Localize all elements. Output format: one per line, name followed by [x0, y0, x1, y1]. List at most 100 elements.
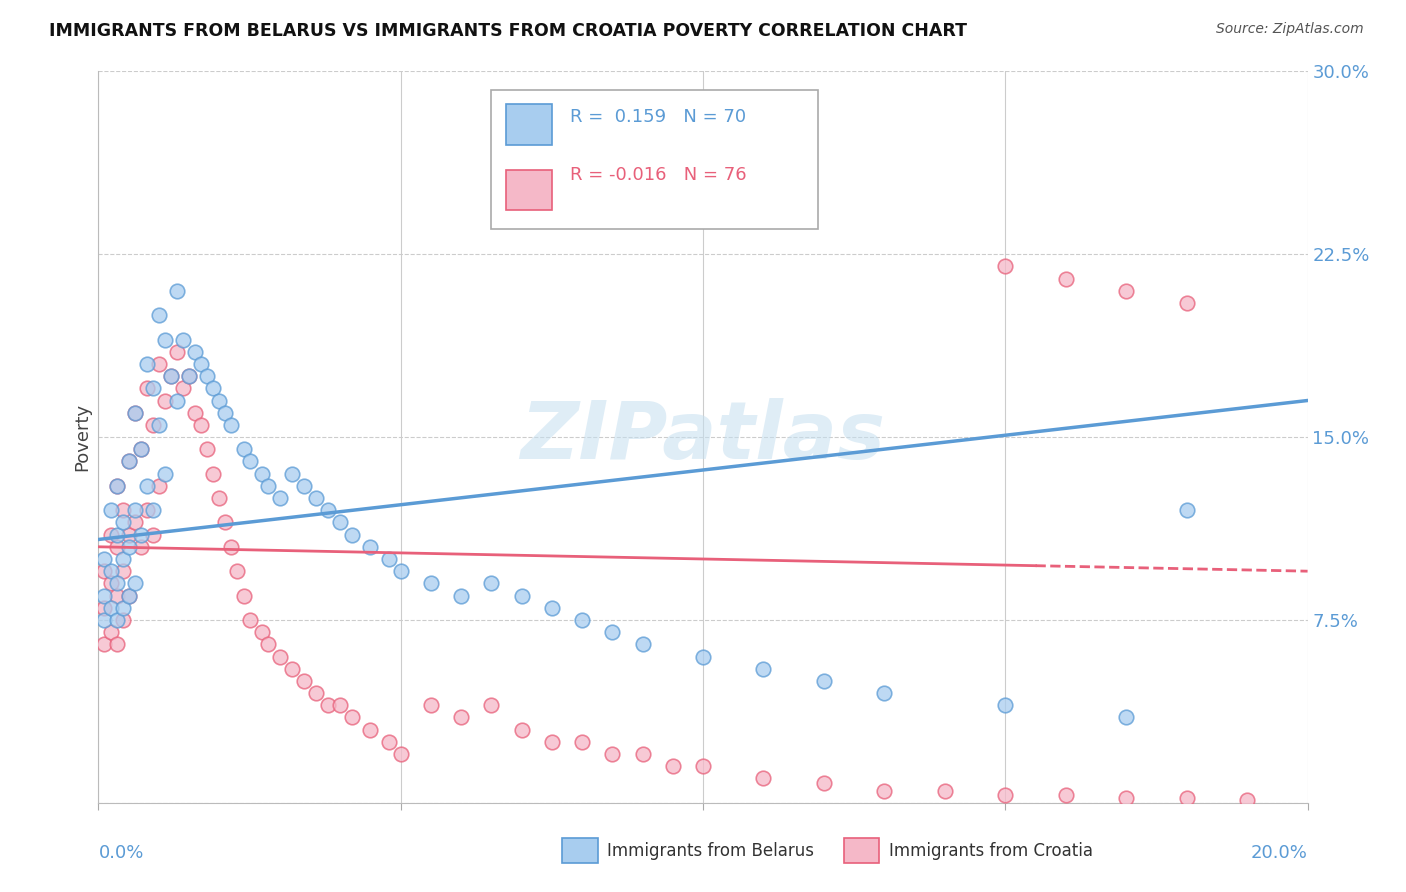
Point — [100, 527, 122, 541]
Point — [389, 747, 412, 761]
Point — [239, 613, 262, 627]
Point — [232, 442, 254, 457]
Point — [160, 369, 183, 384]
Point — [118, 454, 141, 468]
Point — [661, 759, 683, 773]
Point — [118, 527, 141, 541]
Point — [420, 576, 443, 591]
Point — [100, 564, 122, 578]
Point — [571, 613, 593, 627]
Point — [111, 503, 134, 517]
Point — [190, 357, 212, 371]
Point — [100, 600, 122, 615]
Text: Immigrants from Belarus: Immigrants from Belarus — [607, 842, 814, 860]
FancyBboxPatch shape — [506, 170, 551, 211]
Point — [481, 698, 503, 713]
Point — [129, 442, 152, 457]
Point — [135, 381, 157, 395]
Point — [360, 540, 382, 554]
Point — [256, 637, 278, 651]
Point — [153, 393, 176, 408]
Point — [202, 381, 225, 395]
Point — [250, 467, 273, 481]
Point — [226, 564, 249, 578]
Point — [179, 369, 201, 384]
Point — [105, 479, 128, 493]
Point — [305, 686, 328, 700]
Point — [510, 589, 533, 603]
Point — [1115, 791, 1137, 805]
Point — [105, 479, 128, 493]
Point — [420, 698, 443, 713]
Point — [602, 625, 624, 640]
Point — [1236, 793, 1258, 807]
Point — [100, 576, 122, 591]
Point — [124, 503, 146, 517]
Point — [208, 491, 231, 505]
Point — [281, 662, 304, 676]
Point — [1175, 503, 1198, 517]
Point — [1054, 271, 1077, 285]
Point — [105, 589, 128, 603]
Point — [214, 406, 236, 420]
Point — [111, 516, 134, 530]
Point — [450, 589, 472, 603]
Point — [571, 735, 593, 749]
Point — [195, 442, 218, 457]
Text: ZIPatlas: ZIPatlas — [520, 398, 886, 476]
Point — [118, 589, 141, 603]
Point — [93, 613, 115, 627]
Point — [202, 467, 225, 481]
Point — [813, 776, 835, 790]
Point — [172, 333, 194, 347]
Point — [292, 479, 315, 493]
Point — [813, 673, 835, 688]
Point — [153, 333, 176, 347]
Point — [239, 454, 262, 468]
Point — [481, 576, 503, 591]
Text: Source: ZipAtlas.com: Source: ZipAtlas.com — [1216, 22, 1364, 37]
Text: R =  0.159   N = 70: R = 0.159 N = 70 — [569, 108, 747, 126]
Point — [124, 516, 146, 530]
Point — [142, 381, 165, 395]
Point — [602, 747, 624, 761]
Point — [105, 637, 128, 651]
Point — [148, 308, 170, 322]
Point — [93, 552, 115, 566]
Point — [1175, 791, 1198, 805]
Point — [93, 637, 115, 651]
Point — [316, 698, 339, 713]
Point — [208, 393, 231, 408]
Point — [118, 589, 141, 603]
Point — [111, 552, 134, 566]
FancyBboxPatch shape — [492, 90, 818, 228]
Point — [1054, 789, 1077, 803]
Point — [269, 491, 291, 505]
Point — [510, 723, 533, 737]
Point — [172, 381, 194, 395]
Point — [292, 673, 315, 688]
Point — [994, 260, 1017, 274]
Point — [250, 625, 273, 640]
Point — [124, 406, 146, 420]
FancyBboxPatch shape — [506, 104, 551, 145]
Point — [184, 406, 207, 420]
Point — [148, 417, 170, 432]
Point — [135, 479, 157, 493]
Point — [377, 735, 399, 749]
Point — [232, 589, 254, 603]
Point — [160, 369, 183, 384]
Point — [540, 735, 562, 749]
Point — [142, 527, 165, 541]
Point — [153, 467, 176, 481]
Point — [135, 503, 157, 517]
Point — [184, 344, 207, 359]
Point — [100, 625, 122, 640]
Point — [256, 479, 278, 493]
Point — [631, 637, 654, 651]
Point — [214, 516, 236, 530]
Point — [111, 564, 134, 578]
Point — [329, 698, 352, 713]
Point — [1115, 710, 1137, 724]
Point — [221, 417, 243, 432]
